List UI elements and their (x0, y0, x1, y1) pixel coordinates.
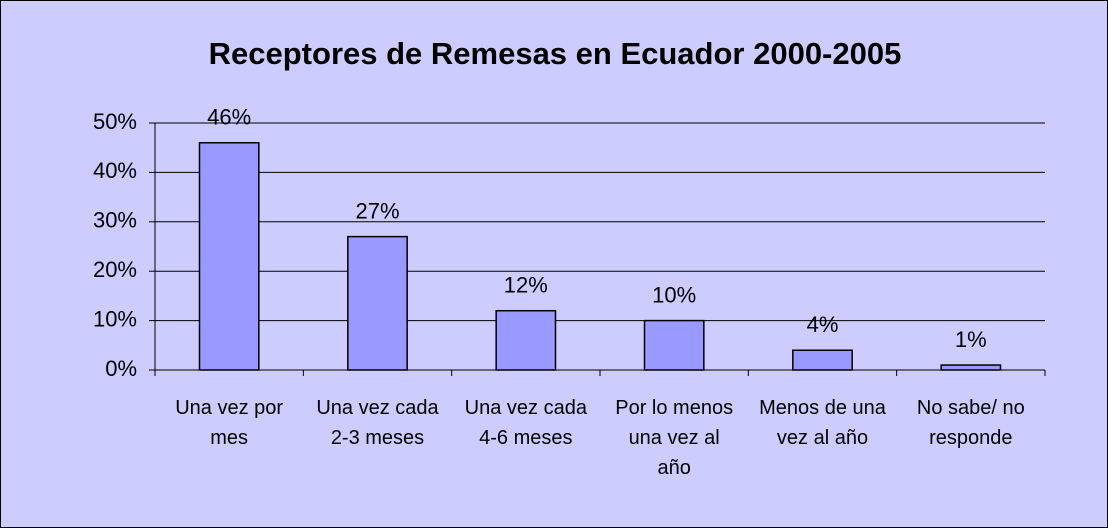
x-tick-label: Una vez cada 2-3 meses (316, 397, 439, 449)
chart-title: Receptores de Remesas en Ecuador 2000-20… (209, 36, 902, 71)
y-tick-label: 30% (93, 208, 137, 233)
y-tick-label: 10% (93, 306, 137, 331)
x-tick-label: Una vez cada 4-6 meses (464, 397, 587, 449)
data-label: 10% (652, 282, 696, 307)
x-tick-label: Por lo menos una vez al año (615, 397, 734, 479)
data-label: 12% (504, 273, 548, 298)
bar (792, 349, 853, 371)
y-tick-label: 40% (93, 158, 137, 183)
data-label: 4% (807, 312, 839, 337)
data-label: 1% (955, 327, 987, 352)
bar (347, 235, 408, 371)
bar (198, 142, 260, 371)
bar (643, 319, 705, 371)
data-label: 46% (207, 105, 251, 130)
y-tick-label: 0% (105, 356, 137, 381)
x-tick-label: Una vez por mes (175, 397, 284, 449)
x-tick-label: Menos de una vez al año (759, 397, 886, 449)
x-tick-label: No sabe/ no responde (916, 397, 1025, 449)
y-tick-label: 20% (93, 257, 137, 282)
data-label: 27% (355, 198, 399, 223)
bar (495, 309, 557, 371)
bar (940, 364, 1002, 371)
y-tick-label: 50% (93, 109, 137, 134)
